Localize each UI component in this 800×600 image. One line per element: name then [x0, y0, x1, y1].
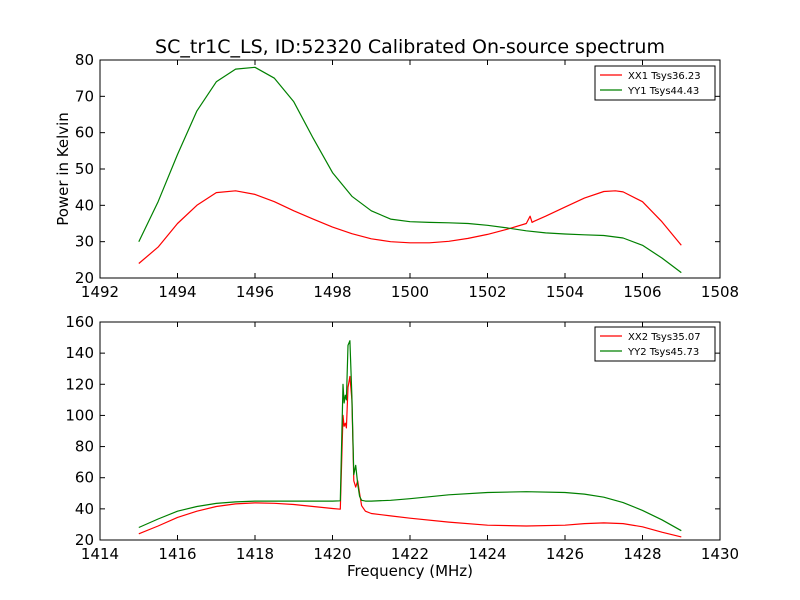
x-tick-label: 1500 [391, 283, 429, 301]
x-tick-label: 1418 [236, 545, 274, 563]
x-tick-label: 1492 [81, 283, 119, 301]
legend-box [594, 326, 716, 362]
x-tick-label: 1426 [546, 545, 584, 563]
x-tick-label: 1504 [546, 283, 584, 301]
x-tick-label: 1416 [158, 545, 196, 563]
x-tick-label: 1502 [468, 283, 506, 301]
top-plot-panel: 1492 1494 1496 1498 1500 1502 1504 1506 1508 20 30… [75, 51, 739, 301]
series-line-2 [138, 340, 682, 532]
series-line-2 [138, 66, 682, 274]
y-tick-label: 50 [75, 160, 94, 178]
y-tick-label: 100 [65, 406, 94, 424]
x-tick-label: 1428 [623, 545, 661, 563]
x-tick-label: 1420 [313, 545, 351, 563]
bottom-plot-panel: 1414 1416 1418 1420 1422 1424 1426 1428 1430 20 40… [65, 313, 739, 563]
x-tick-label: 1494 [158, 283, 196, 301]
y-tick-label: 60 [75, 469, 94, 487]
y-tick-label: 60 [75, 124, 94, 142]
legend: XX1 Tsys36.23 YY1 Tsys44.43 [594, 65, 716, 101]
x-tick-label: 1430 [701, 545, 739, 563]
x-tick-label: 1414 [81, 545, 119, 563]
y-tick-label: 70 [75, 87, 94, 105]
y-tick-label: 20 [75, 269, 94, 287]
x-tick-label: 1424 [468, 545, 506, 563]
y-tick-label: 120 [65, 375, 94, 393]
x-tick-label: 1506 [623, 283, 661, 301]
y-tick-label: 20 [75, 531, 94, 549]
y-axis-label: Power in Kelvin [54, 112, 72, 226]
legend-label: XX2 Tsys35.07 [628, 332, 701, 343]
series-line-1 [138, 190, 682, 264]
x-axis-label: Frequency (MHz) [347, 562, 473, 580]
x-tick-label: 1422 [391, 545, 429, 563]
chart-title: SC_tr1C_LS, ID:52320 Calibrated On-sourc… [155, 36, 665, 58]
legend: XX2 Tsys35.07 YY2 Tsys45.73 [594, 326, 716, 362]
y-tick-label: 140 [65, 344, 94, 362]
x-tick-label: 1496 [236, 283, 274, 301]
legend-box [594, 65, 716, 101]
x-tick-label: 1498 [313, 283, 351, 301]
y-tick-label: 80 [75, 438, 94, 456]
legend-label: YY2 Tsys45.73 [627, 347, 699, 358]
legend-label: YY1 Tsys44.43 [627, 86, 699, 97]
y-tick-label: 80 [75, 51, 94, 69]
y-tick-label: 40 [75, 196, 94, 214]
x-tick-label: 1508 [701, 283, 739, 301]
y-tick-label: 40 [75, 500, 94, 518]
y-tick-label: 160 [65, 313, 94, 331]
legend-label: XX1 Tsys36.23 [628, 71, 701, 82]
y-tick-label: 30 [75, 233, 94, 251]
